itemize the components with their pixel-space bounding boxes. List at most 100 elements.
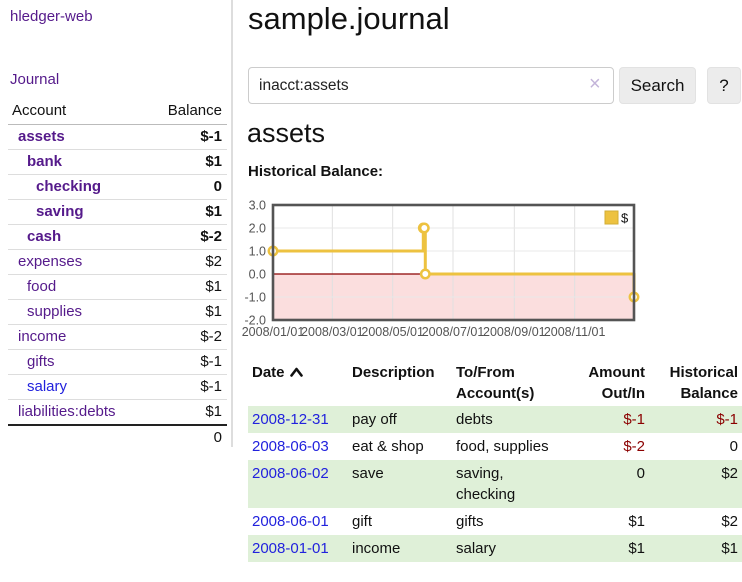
account-cell: assets	[8, 125, 148, 150]
clear-search-icon[interactable]: ×	[589, 73, 601, 95]
account-link[interactable]: expenses	[18, 253, 83, 270]
account-balance: $-1	[148, 349, 227, 375]
register-date-cell: 2008-01-01	[248, 535, 348, 562]
account-cell: expenses	[8, 249, 148, 275]
y-axis-label: -2.0	[244, 314, 266, 328]
register-header-description: Description	[352, 364, 435, 381]
register-balance-cell: 0	[729, 438, 738, 455]
register-header-amount: Amount Out/In	[588, 364, 645, 402]
account-link[interactable]: assets	[18, 128, 65, 145]
account-cell: cash	[8, 224, 148, 250]
sidebar: hledger-web Journal Account Balance asse…	[0, 0, 233, 450]
account-row: expenses $2	[8, 249, 227, 275]
register-amount-cell: $-2	[623, 438, 645, 455]
historical-balance-chart: 3.0 2.0 1.0 0.0 -1.0 -2.02008/01/012008/03/01…	[242, 199, 640, 339]
account-row: assets $-1	[8, 125, 227, 150]
register-amount-cell: $1	[564, 535, 649, 562]
account-balance: $1	[148, 274, 227, 300]
account-row: cash $-2	[8, 224, 227, 250]
account-link[interactable]: food	[27, 278, 57, 295]
search-button[interactable]: Search	[619, 67, 696, 104]
register-accounts-cell: debts	[452, 406, 564, 433]
register-date-cell: 2008-12-31	[248, 406, 348, 433]
legend-swatch	[604, 210, 619, 225]
transaction-date-link[interactable]: 2008-01-01	[252, 540, 329, 557]
register-amount-cell: $-1	[564, 406, 649, 433]
x-axis-label: 2008/03/01	[301, 325, 364, 339]
register-amount-cell: $1	[628, 513, 645, 530]
chart-label: Historical Balance:	[248, 163, 384, 180]
legend-label: $	[621, 211, 629, 226]
account-balance: $1	[148, 199, 227, 225]
register-accounts-cell: salary	[452, 535, 564, 562]
transaction-date-link[interactable]: 2008-06-01	[252, 513, 329, 530]
account-link[interactable]: supplies	[27, 303, 83, 320]
register-description-cell: income	[348, 535, 452, 562]
account-row: food $1	[8, 274, 227, 300]
account-link[interactable]: liabilities:debts	[18, 403, 116, 420]
y-axis-label: -1.0	[244, 291, 266, 305]
accounts-header-row: Account Balance	[8, 100, 227, 125]
account-link[interactable]: gifts	[27, 353, 55, 370]
x-axis-label: 2008/11/01	[544, 325, 606, 339]
register-description-cell: pay off	[348, 406, 452, 433]
page-title: sample.journal	[248, 1, 450, 36]
account-row: bank $1	[8, 149, 227, 175]
account-link[interactable]: income	[18, 328, 67, 345]
search-input[interactable]	[248, 67, 614, 104]
accounts-header-account: Account	[8, 100, 148, 125]
account-balance: $1	[148, 299, 227, 325]
account-row: supplies $1	[8, 299, 227, 325]
chart-point	[418, 222, 430, 234]
register-balance-cell: $2	[649, 460, 742, 508]
account-cell: checking	[8, 174, 148, 200]
register-header-balance: Historical Balance	[669, 364, 738, 402]
account-row: checking 0	[8, 174, 227, 200]
brand-link[interactable]: hledger-web	[10, 8, 93, 25]
register-row: 2008-12-31 pay off debts $-1 $-1	[248, 406, 742, 433]
register-accounts-cell: food, supplies	[456, 438, 549, 455]
account-balance: $-1	[148, 374, 227, 400]
account-cell: saving	[8, 199, 148, 225]
accounts-table: Account Balance assets $-1 bank $1 checking 0…	[8, 100, 227, 450]
register-balance-cell: $1	[649, 535, 742, 562]
register-header-date-label: Date	[252, 364, 285, 381]
register-table: Date Description To/From Account(s) Amou…	[248, 360, 742, 562]
account-row: gifts $-1	[8, 349, 227, 375]
account-cell: income	[8, 324, 148, 350]
account-balance: $-1	[200, 128, 222, 145]
register-balance-cell: $2	[721, 513, 738, 530]
y-axis-label: 0.0	[249, 268, 266, 282]
register-balance-cell: $-1	[649, 406, 742, 433]
account-row: salary $-1	[8, 374, 227, 400]
transaction-date-link[interactable]: 2008-06-03	[252, 438, 329, 455]
register-row: 2008-06-03 eat & shop food, supplies $-2 0	[248, 433, 742, 460]
transaction-date-link[interactable]: 2008-06-02	[252, 465, 329, 482]
register-header-accounts: To/From Account(s)	[456, 364, 535, 402]
account-cell: liabilities:debts	[8, 399, 148, 425]
register-accounts-cell: saving, checking	[452, 460, 564, 508]
account-row: income $-2	[8, 324, 227, 350]
help-button[interactable]: ?	[707, 67, 741, 104]
transaction-date-link[interactable]: 2008-12-31	[252, 411, 329, 428]
accounts-total-row: 0	[8, 424, 227, 450]
total-spacer	[8, 424, 148, 450]
register-header-date[interactable]: Date	[248, 360, 348, 406]
register-date-cell: 2008-06-03	[248, 433, 348, 460]
accounts-total-value: 0	[148, 424, 227, 450]
account-cell: supplies	[8, 299, 148, 325]
register-row: 2008-06-01 gift gifts $1 $2	[248, 508, 742, 535]
account-link[interactable]: bank	[27, 153, 63, 170]
sidebar-item-journal[interactable]: Journal	[10, 71, 60, 88]
y-axis-label: 3.0	[249, 199, 266, 213]
account-link[interactable]: checking	[36, 178, 102, 195]
account-link[interactable]: cash	[27, 228, 62, 245]
account-cell: gifts	[8, 349, 148, 375]
account-balance: 0	[148, 174, 227, 200]
accounts-header-balance: Balance	[148, 100, 227, 125]
account-link[interactable]: saving	[36, 203, 84, 220]
account-link[interactable]: salary	[27, 378, 68, 395]
x-axis-label: 2008/01/01	[242, 325, 305, 339]
register-amount-cell: 0	[564, 460, 649, 508]
